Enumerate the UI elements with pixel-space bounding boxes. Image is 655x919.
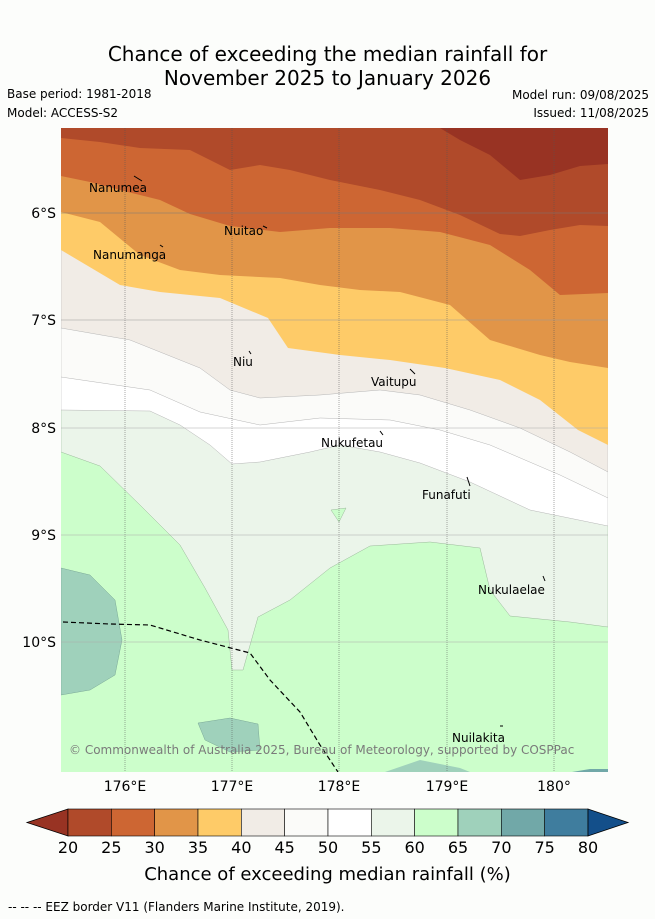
place-label-nukufetau: Nukufetau bbox=[321, 436, 383, 450]
lon-tick-label: 176°E bbox=[104, 779, 147, 795]
band-70-75-corner bbox=[572, 769, 608, 772]
place-label-nuilakita: Nuilakita bbox=[452, 731, 505, 745]
lat-tick-label: 9°S bbox=[31, 528, 56, 544]
band-under-20 bbox=[440, 128, 608, 180]
colorbar-swatch bbox=[544, 808, 589, 837]
colorbar-swatch bbox=[197, 808, 242, 837]
lon-tick-label: 177°E bbox=[211, 779, 254, 795]
place-label-vaitupu: Vaitupu bbox=[371, 375, 417, 389]
issued-date: Issued: 11/08/2025 bbox=[533, 106, 649, 120]
graticule bbox=[61, 128, 608, 772]
model-run: Model run: 09/08/2025 bbox=[511, 88, 649, 102]
lon-tick-labels: 176°E 177°E 178°E 179°E 180° bbox=[104, 779, 571, 795]
band-20-25 bbox=[61, 128, 608, 236]
eez-border bbox=[62, 621, 339, 772]
colorbar-swatch bbox=[414, 808, 459, 837]
colorbar-title: Chance of exceeding median rainfall (%) bbox=[144, 864, 511, 885]
colorbar-tick-label: 20 bbox=[58, 838, 78, 857]
colorbar-swatch bbox=[241, 808, 285, 837]
model-name: Model: ACCESS-S2 bbox=[7, 106, 119, 120]
lon-tick-label: 178°E bbox=[318, 779, 361, 795]
place-label-nukulaelae: Nukulaelae bbox=[478, 583, 545, 597]
colorbar-swatch bbox=[111, 808, 155, 837]
place-label-nuitao: Nuitao bbox=[224, 224, 263, 238]
colorbar-swatch bbox=[457, 808, 502, 837]
map-title-line1: Chance of exceeding the median rainfall … bbox=[107, 42, 548, 66]
lat-tick-labels: 6°S 7°S 8°S 9°S 10°S bbox=[22, 206, 56, 651]
map-title-line2: November 2025 to January 2026 bbox=[163, 66, 492, 90]
colorbar-tick-label: 55 bbox=[361, 838, 381, 857]
colorbar-under-extend bbox=[25, 808, 69, 837]
lon-tick-label: 179°E bbox=[426, 779, 469, 795]
colorbar-swatch bbox=[501, 808, 545, 837]
colorbar-swatch bbox=[371, 808, 415, 837]
lat-tick-label: 6°S bbox=[31, 206, 56, 222]
colorbar-tick-label: 70 bbox=[491, 838, 511, 857]
band-65-70-west bbox=[61, 567, 123, 696]
place-label-nanumanga: Nanumanga bbox=[93, 248, 166, 262]
base-period: Base period: 1981-2018 bbox=[7, 87, 152, 101]
place-labels: Nanumea Nuitao Nanumanga Niu Vaitupu Nuk… bbox=[89, 181, 545, 745]
band-65-70-southeast bbox=[385, 760, 470, 772]
colorbar-swatch bbox=[154, 808, 199, 837]
lon-tick-label: 180° bbox=[537, 779, 571, 795]
colorbar-tick-label: 80 bbox=[578, 838, 598, 857]
lat-tick-label: 8°S bbox=[31, 421, 56, 437]
rainfall-contours bbox=[61, 128, 608, 772]
colorbar-tick-label: 30 bbox=[144, 838, 164, 857]
lat-tick-label: 10°S bbox=[22, 635, 56, 651]
copyright-notice: © Commonwealth of Australia 2025, Bureau… bbox=[69, 743, 574, 757]
lat-tick-label: 7°S bbox=[31, 313, 56, 329]
colorbar-tick-label: 35 bbox=[188, 838, 208, 857]
colorbar-swatch bbox=[67, 808, 112, 837]
colorbar-tick-label: 65 bbox=[448, 838, 468, 857]
colorbar-tick-label: 45 bbox=[274, 838, 294, 857]
band-small-patch bbox=[330, 507, 347, 523]
colorbar: 20 25 30 35 40 45 50 55 60 65 70 75 80 bbox=[25, 808, 630, 857]
colorbar-over-extend bbox=[587, 808, 630, 837]
place-label-funafuti: Funafuti bbox=[422, 488, 471, 502]
place-label-niu: Niu bbox=[233, 355, 253, 369]
colorbar-tick-label: 25 bbox=[101, 838, 121, 857]
colorbar-tick-label: 50 bbox=[318, 838, 338, 857]
band-65-70-south bbox=[197, 717, 261, 753]
place-label-nanumea: Nanumea bbox=[89, 181, 147, 195]
colorbar-swatch bbox=[327, 808, 372, 837]
colorbar-tick-label: 40 bbox=[231, 838, 251, 857]
colorbar-tick-label: 60 bbox=[404, 838, 424, 857]
colorbar-swatch bbox=[284, 808, 329, 837]
island-marks bbox=[133, 175, 546, 727]
colorbar-tick-label: 75 bbox=[534, 838, 554, 857]
eez-legend: -- -- -- EEZ border V11 (Flanders Marine… bbox=[8, 900, 345, 914]
